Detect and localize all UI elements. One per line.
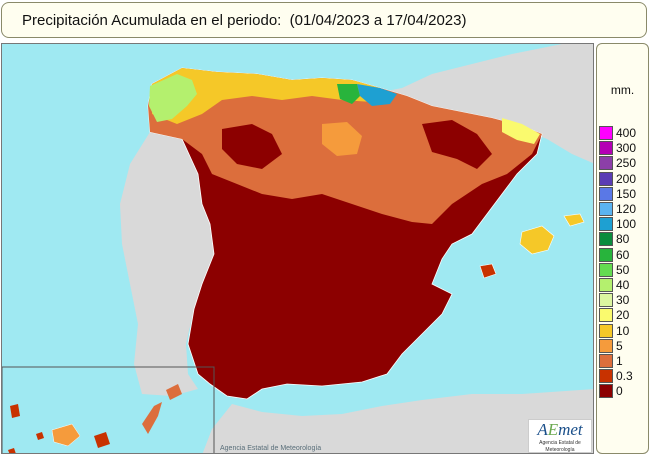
north-band-yellow [152, 68, 380, 124]
legend-label: 200 [616, 171, 637, 186]
legend-label: 1 [616, 354, 623, 368]
legend-label: 50 [616, 262, 630, 277]
legend-item: 400 [599, 126, 636, 140]
map-title: Precipitación Acumulada en el periodo: (… [22, 11, 467, 29]
legend-swatch [599, 354, 613, 368]
menorca [563, 213, 585, 227]
map-canvas [2, 44, 593, 453]
legend-label: 60 [616, 247, 630, 262]
legend-label: 100 [616, 217, 637, 232]
canarias-la-palma [10, 404, 20, 418]
legend-swatch [599, 338, 613, 353]
legend-swatch [599, 141, 613, 156]
portugal-land [120, 132, 214, 396]
legend-item: 120 [599, 202, 636, 216]
africa-land [202, 389, 593, 453]
legend-swatch [599, 217, 613, 232]
legend-swatch [599, 262, 613, 277]
legend-swatch [599, 202, 613, 216]
legend-item: 150 [599, 186, 637, 201]
legend-item: 300 [599, 141, 637, 156]
legend-swatch [599, 247, 613, 262]
legend-swatch [599, 156, 613, 171]
legend-item: 30 [599, 293, 630, 308]
ibiza [479, 263, 497, 279]
mallorca [519, 225, 555, 255]
galicia-green [149, 74, 197, 122]
legend-label: 10 [616, 323, 630, 338]
legend-label: 120 [616, 202, 637, 216]
legend-label: 400 [616, 126, 637, 140]
legend-item: 1 [599, 354, 623, 368]
pyrenees-yellow [502, 118, 540, 144]
canarias-inset-frame [2, 366, 215, 453]
madrid-orange [322, 122, 362, 156]
legend-label: 0 [616, 384, 623, 399]
legend-panel: mm. 400 300 250 200 150 120 100 80 60 50 40 30 20 10 5… [596, 43, 649, 454]
legend-item: 60 [599, 247, 630, 262]
canarias-la-gomera [36, 432, 44, 440]
basque-blue [357, 84, 397, 106]
legend-item: 250 [599, 156, 637, 171]
legend-label: 40 [616, 278, 630, 292]
legend-item: 50 [599, 262, 630, 277]
legend-item: 0 [599, 384, 623, 399]
legend-label: 30 [616, 293, 630, 308]
legend-unit: mm. [610, 83, 635, 97]
legend-item: 100 [599, 217, 637, 232]
legend-label: 0.3 [616, 369, 633, 384]
legend-item: 20 [599, 308, 630, 323]
central-dry [222, 124, 282, 169]
legend-item: 0.3 [599, 369, 633, 384]
canarias-gran-canaria [94, 432, 110, 448]
legend-swatch [599, 293, 613, 308]
legend-swatch [599, 369, 613, 384]
legend-item: 80 [599, 232, 630, 247]
legend-swatch [599, 186, 613, 201]
legend-label: 80 [616, 232, 630, 247]
ebro-dry [422, 120, 492, 169]
legend-item: 5 [599, 338, 623, 353]
legend-label: 150 [616, 186, 637, 201]
legend-swatch [599, 171, 613, 186]
legend-item: 200 [599, 171, 637, 186]
canarias-fuerteventura [142, 402, 162, 434]
legend-swatch [599, 232, 613, 247]
canarias-el-hierro [8, 448, 16, 453]
basque-green [337, 84, 360, 104]
legend-swatch [599, 126, 613, 140]
map-credit: Agencia Estatal de Meteorología [220, 445, 322, 452]
legend-label: 300 [616, 141, 637, 156]
aemet-logo-subtitle: Agencia Estatal de Meteorología [539, 440, 581, 453]
legend-swatch [599, 278, 613, 292]
legend-label: 250 [616, 156, 637, 171]
canarias-lanzarote [166, 384, 182, 400]
title-panel: Precipitación Acumulada en el periodo: (… [1, 2, 647, 38]
legend-label: 20 [616, 308, 630, 323]
legend-swatch [599, 323, 613, 338]
canarias-tenerife [51, 423, 81, 447]
legend-label: 5 [616, 338, 623, 353]
legend-swatch [599, 308, 613, 323]
legend-swatch [599, 384, 613, 399]
aemet-logo-wordmark: AEmet [537, 420, 583, 439]
aemet-logo: AEmet Agencia Estatal de Meteorología [528, 419, 592, 453]
precipitation-map[interactable] [1, 43, 594, 454]
legend-item: 40 [599, 278, 629, 292]
legend-item: 10 [599, 323, 630, 338]
